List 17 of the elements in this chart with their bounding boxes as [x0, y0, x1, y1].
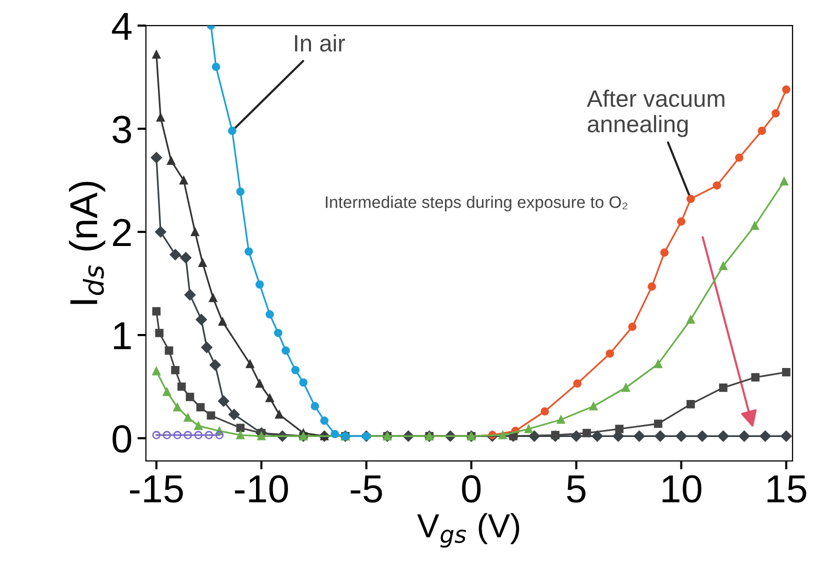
- y-axis-title: I$_{ds}$ (nA): [68, 182, 106, 304]
- y-tick-label: 3: [112, 116, 131, 144]
- y-tick-label: 4: [112, 12, 132, 40]
- x-tick-label: 0: [462, 475, 481, 503]
- x-tick-label: -5: [350, 476, 382, 503]
- annotation: In air: [295, 34, 345, 52]
- x-tick-label: 10: [662, 475, 702, 503]
- x-tick-label: -10: [234, 475, 288, 503]
- y-tick-label: 0: [112, 425, 132, 453]
- y-tick-label: 2: [113, 218, 131, 246]
- x-tick-label: 5: [567, 476, 586, 503]
- x-tick-label: -15: [130, 476, 183, 503]
- y-tick-label: 1: [114, 322, 131, 350]
- annotation: After vacuum annealing: [586, 90, 724, 138]
- x-axis-title: V$_{gs}$ (V): [417, 513, 520, 548]
- x-tick-label: 15: [768, 476, 806, 503]
- annotation: Intermediate steps during exposure to O₂: [326, 196, 628, 212]
